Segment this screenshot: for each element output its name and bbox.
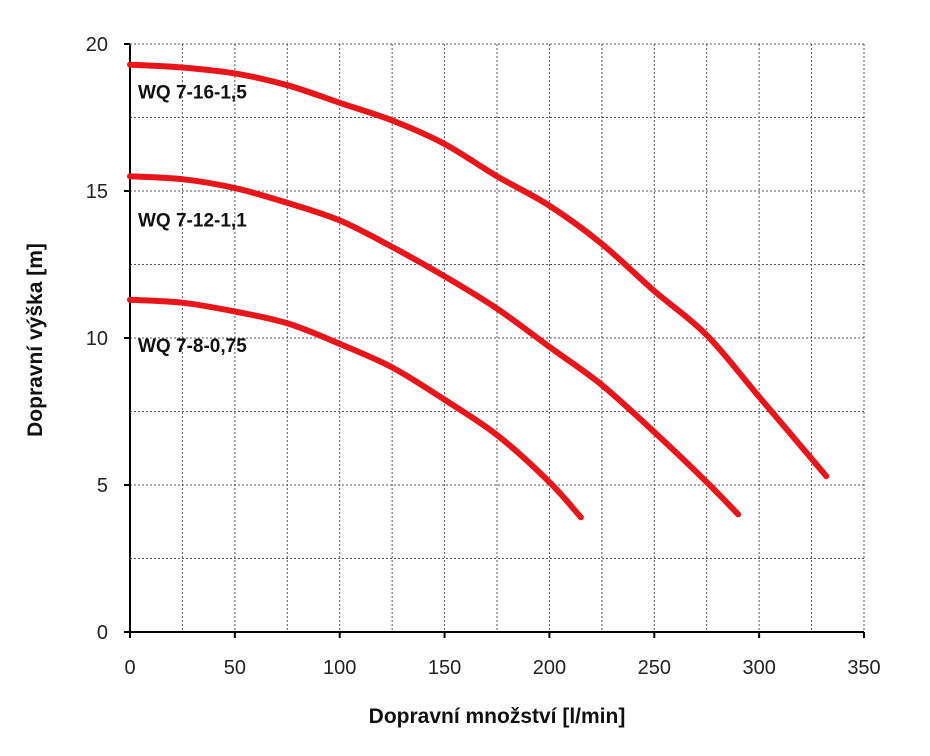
x-tick-label: 100	[323, 657, 356, 679]
series-line	[127, 173, 742, 518]
series-label: WQ 7-8-0,75	[138, 336, 247, 357]
x-tick-label: 350	[847, 657, 880, 679]
series-line	[127, 61, 830, 480]
series-label: WQ 7-12-1,1	[138, 210, 247, 231]
y-tick-label: 5	[97, 475, 108, 497]
x-tick-label: 150	[428, 657, 461, 679]
x-tick-label: 200	[533, 657, 566, 679]
x-axis-title: Dopravní množství [l/min]	[369, 705, 626, 728]
y-tick-label: 15	[86, 181, 108, 203]
x-tick-label: 250	[638, 657, 671, 679]
y-tick-label: 0	[97, 622, 108, 644]
x-tick-label: 300	[742, 657, 775, 679]
y-tick-label: 10	[86, 328, 108, 350]
series-labels: WQ 7-16-1,5 WQ 7-12-1,1 WQ 7-8-0,75	[138, 83, 247, 357]
y-tick-label: 20	[86, 34, 108, 56]
axes: 0 50 100 150 200 250 300 350 0 5 10 15 20	[86, 34, 881, 679]
y-axis-title: Dopravní výška [m]	[24, 243, 47, 437]
series-curves	[127, 61, 830, 521]
x-tick-label: 0	[124, 657, 135, 679]
x-tick-label: 50	[224, 657, 246, 679]
series-label: WQ 7-16-1,5	[138, 83, 247, 104]
series-line	[127, 296, 584, 521]
